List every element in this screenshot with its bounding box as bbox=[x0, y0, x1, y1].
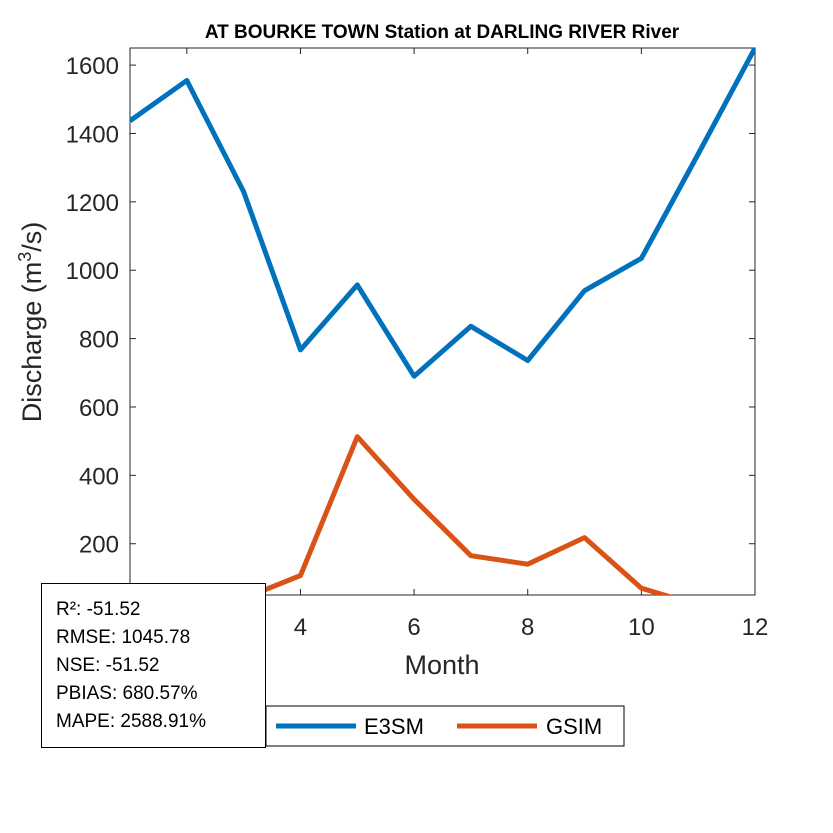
stats-box: R²: -51.52 RMSE: 1045.78 NSE: -51.52 PBI… bbox=[41, 583, 266, 748]
y-axis-title-main: Discharge (m bbox=[17, 262, 47, 423]
series-line-e3sm bbox=[130, 48, 755, 379]
legend-label-gsim: GSIM bbox=[546, 714, 602, 739]
y-axis-title: Discharge (m3/s) bbox=[15, 222, 47, 423]
y-tick-label: 1000 bbox=[66, 258, 119, 285]
y-tick-label: 600 bbox=[79, 395, 119, 422]
plot-area bbox=[129, 47, 756, 596]
y-tick-label: 400 bbox=[79, 463, 119, 490]
x-tick-label: 4 bbox=[294, 614, 307, 641]
y-axis: 200 400 600 800 1000 1200 1400 1600 bbox=[66, 53, 755, 559]
chart-title: AT BOURKE TOWN Station at DARLING RIVER … bbox=[205, 22, 680, 43]
stat-rmse: RMSE: 1045.78 bbox=[56, 627, 191, 648]
stat-nse: NSE: -51.52 bbox=[56, 655, 160, 676]
x-axis-title: Month bbox=[404, 650, 479, 680]
y-axis-title-superscript: 3 bbox=[15, 252, 35, 262]
y-tick-label: 1200 bbox=[66, 190, 119, 217]
y-tick-label: 1400 bbox=[66, 121, 119, 148]
x-tick-label: 6 bbox=[407, 614, 420, 641]
stat-r2: R²: -51.52 bbox=[56, 599, 141, 620]
stat-pbias: PBIAS: 680.57% bbox=[56, 683, 198, 704]
x-tick-label: 8 bbox=[521, 614, 534, 641]
series-layer bbox=[130, 48, 755, 595]
y-tick-label: 200 bbox=[79, 532, 119, 559]
y-tick-label: 1600 bbox=[66, 53, 119, 80]
legend: E3SM GSIM bbox=[265, 705, 625, 747]
stat-mape: MAPE: 2588.91% bbox=[56, 711, 206, 732]
y-tick-label: 800 bbox=[79, 327, 119, 354]
y-axis-title-tail: /s) bbox=[17, 222, 47, 252]
legend-label-e3sm: E3SM bbox=[364, 714, 424, 739]
series-line-gsim bbox=[245, 434, 673, 595]
x-tick-label: 12 bbox=[742, 614, 769, 641]
x-tick-label: 10 bbox=[628, 614, 655, 641]
